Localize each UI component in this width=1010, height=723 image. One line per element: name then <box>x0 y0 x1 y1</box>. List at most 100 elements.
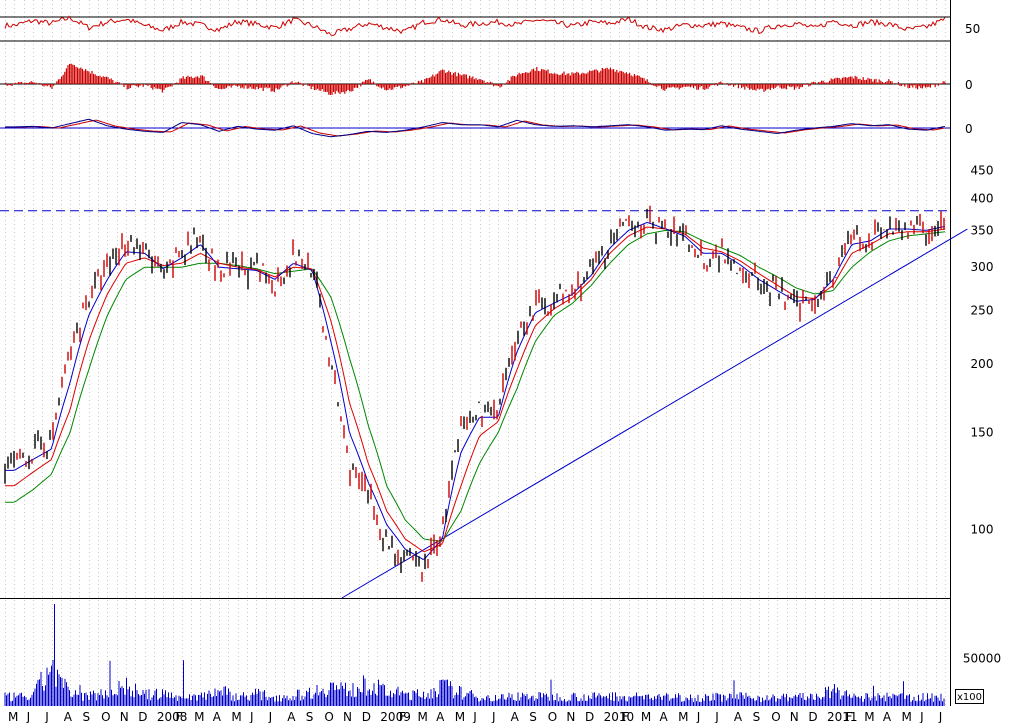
histogram-bar <box>253 84 255 89</box>
histogram-bar <box>145 84 147 85</box>
histogram-bar <box>883 82 885 84</box>
month-label: O <box>771 710 780 723</box>
histogram-bar <box>547 69 549 84</box>
histogram-bar <box>491 82 493 84</box>
month-label: A <box>734 710 743 723</box>
indicator-2-panel: 0 <box>0 63 973 95</box>
histogram-bar <box>653 84 655 86</box>
histogram-bar <box>166 84 168 88</box>
histogram-bar <box>441 69 443 84</box>
histogram-bar <box>534 70 536 84</box>
histogram-bar <box>675 84 677 88</box>
histogram-bar <box>897 81 899 84</box>
histogram-bar <box>277 84 279 90</box>
histogram-bar <box>520 74 522 84</box>
histogram-bar <box>93 73 95 84</box>
histogram-bar <box>747 84 749 88</box>
histogram-bar <box>408 84 410 86</box>
histogram-bar <box>8 84 10 86</box>
month-label: J <box>26 710 31 723</box>
histogram-bar <box>230 84 232 88</box>
histogram-bar <box>787 84 789 86</box>
histogram-bar <box>803 84 805 85</box>
histogram-bar <box>742 84 744 87</box>
histogram-bar <box>344 84 346 94</box>
histogram-bar <box>921 84 923 89</box>
histogram-bar <box>117 82 119 84</box>
histogram-bar <box>78 68 80 84</box>
histogram-bar <box>704 84 706 90</box>
histogram-bar <box>267 84 269 89</box>
month-label: F <box>399 710 406 723</box>
histogram-bar <box>457 72 459 84</box>
histogram-bar <box>158 84 160 89</box>
histogram-bar <box>801 84 803 88</box>
histogram-bar <box>16 83 18 84</box>
histogram-bar <box>918 84 920 87</box>
histogram-bar <box>725 84 727 85</box>
histogram-bar <box>849 76 851 84</box>
histogram-bar <box>576 71 578 84</box>
histogram-bar <box>320 84 322 91</box>
histogram-bar <box>571 72 573 84</box>
histogram-bar <box>325 84 327 92</box>
histogram-bar <box>717 84 719 86</box>
month-label: A <box>436 710 445 723</box>
month-label: J <box>491 710 496 723</box>
histogram-bar <box>5 82 7 84</box>
histogram-bar <box>493 84 495 87</box>
histogram-bar <box>190 76 192 84</box>
histogram-bar <box>80 67 82 84</box>
histogram-bar <box>451 74 453 84</box>
histogram-bar <box>859 78 861 84</box>
histogram-bar <box>29 82 31 84</box>
histogram-bar <box>769 84 771 91</box>
histogram-bar <box>933 84 935 85</box>
histogram-bar <box>739 84 741 85</box>
histogram-bar <box>598 72 600 84</box>
histogram-bar <box>297 81 299 84</box>
histogram-bar <box>545 70 547 84</box>
histogram-bar <box>881 82 883 84</box>
histogram-bar <box>406 84 408 86</box>
histogram-bar <box>216 84 218 88</box>
histogram-bar <box>710 84 712 86</box>
histogram-bar <box>712 84 714 85</box>
histogram-bar <box>581 73 583 84</box>
indicator-3-line <box>5 118 946 138</box>
histogram-bar <box>902 84 904 85</box>
month-label: M <box>678 710 688 723</box>
histogram-bar <box>696 84 698 90</box>
histogram-bar <box>347 84 349 90</box>
histogram-bar <box>299 82 301 84</box>
histogram-bar <box>246 84 248 89</box>
histogram-bar <box>288 84 290 86</box>
histogram-bar <box>517 74 519 84</box>
histogram-bar <box>165 84 167 88</box>
month-label: O <box>548 710 557 723</box>
histogram-bar <box>341 84 343 93</box>
histogram-bar <box>915 84 917 89</box>
histogram-bar <box>763 84 765 92</box>
histogram-bar <box>104 76 106 84</box>
histogram-bar <box>512 75 514 84</box>
histogram-bar <box>280 84 282 88</box>
month-label: M <box>194 710 204 723</box>
histogram-bar <box>157 84 159 89</box>
histogram-bar <box>542 69 544 84</box>
histogram-bar <box>837 77 839 84</box>
histogram-bar <box>248 84 250 89</box>
histogram-bar <box>384 84 386 90</box>
histogram-bar <box>107 77 109 84</box>
histogram-bar <box>389 84 391 89</box>
histogram-bar <box>265 84 267 88</box>
histogram-bar <box>557 74 559 84</box>
histogram-bar <box>61 76 63 84</box>
histogram-bar <box>832 79 834 84</box>
histogram-bar <box>595 69 597 84</box>
histogram-bar <box>499 84 501 88</box>
histogram-bar <box>46 84 48 87</box>
histogram-bar <box>262 84 264 91</box>
histogram-bar <box>757 84 759 89</box>
histogram-bar <box>896 84 898 85</box>
